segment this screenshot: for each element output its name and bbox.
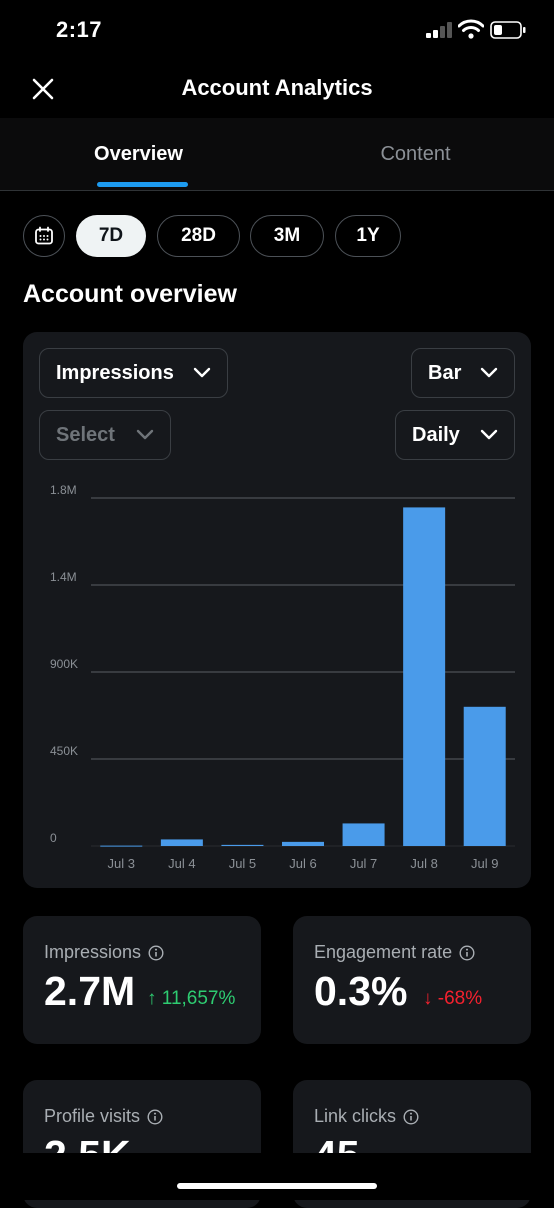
calendar-icon [35,226,53,245]
top-bar: Account Analytics [0,60,554,118]
stat-label: Link clicks [314,1106,397,1126]
x-tick-label: Jul 5 [229,856,256,871]
date-range-selector: 7D 28D 3M 1Y [0,215,554,257]
stat-change: ↑ 11,657% [147,988,236,1009]
home-indicator [177,1183,377,1189]
bar-jul-5[interactable] [221,844,264,846]
bar-jul-8[interactable] [403,507,446,846]
x-tick-label: Jul 9 [471,856,498,871]
wifi-icon [458,19,484,39]
compare-placeholder: Select [56,423,115,446]
info-icon[interactable] [148,944,164,961]
metric-dropdown-label: Impressions [56,361,174,384]
tab-overview[interactable]: Overview [94,143,183,165]
info-icon[interactable] [459,944,475,961]
chevron-down-icon [480,367,498,378]
range-1y-button[interactable]: 1Y [335,215,401,257]
stat-card-impressions[interactable]: Impressions 2.7M ↑ 11,657% [23,916,261,1044]
stat-card-engagement-rate[interactable]: Engagement rate 0.3% ↓ -68% [293,916,531,1044]
tab-bar: Overview Content [0,118,554,191]
tab-content[interactable]: Content [380,143,451,165]
x-tick-label: Jul 6 [289,856,316,871]
info-icon[interactable] [403,1108,419,1125]
range-28d-button[interactable]: 28D [157,215,240,257]
cellular-signal-icon [426,22,452,38]
impressions-bar-chart: 0 450K 900K 1.4M 1.8M Jul 3 Jul 4 Jul 5 Jul 6 Jul… [50,483,515,871]
chart-card: Impressions Bar Select Daily 0 450K 900K 1.… [23,332,531,888]
bar-jul-7[interactable] [342,823,385,846]
active-tab-indicator [97,182,188,187]
bar-jul-4[interactable] [160,839,203,846]
y-tick-label: 0 [50,831,57,845]
stat-value: 0.3% [314,968,408,1014]
stat-label: Profile visits [44,1106,141,1126]
calendar-button[interactable] [23,215,65,257]
bar-jul-6[interactable] [282,841,324,846]
page-title: Account Analytics [181,75,373,100]
metric-dropdown[interactable]: Impressions [39,348,228,398]
chevron-down-icon [193,367,211,378]
granularity-dropdown[interactable]: Daily [395,410,515,460]
x-tick-label: Jul 3 [108,856,135,871]
bottom-safe-area [0,1153,554,1200]
range-3m-button[interactable]: 3M [250,215,324,257]
stat-label: Engagement rate [314,942,453,962]
y-tick-label: 900K [50,657,78,671]
x-tick-label: Jul 4 [168,856,195,871]
y-tick-label: 1.4M [50,570,77,584]
section-title: Account overview [23,280,237,308]
arrow-down-icon: ↓ [423,988,438,1009]
stat-label: Impressions [44,942,142,962]
status-bar: 2:17 [0,0,554,60]
compare-metric-dropdown[interactable]: Select [39,410,171,460]
info-icon[interactable] [147,1108,163,1125]
y-tick-label: 1.8M [50,483,77,497]
bar-jul-9[interactable] [463,706,506,846]
close-icon[interactable] [26,72,60,106]
granularity-label: Daily [412,423,460,446]
stat-change: ↓ -68% [423,988,483,1009]
arrow-up-icon: ↑ [147,988,162,1009]
clock: 2:17 [56,17,103,42]
chevron-down-icon [480,429,498,440]
bar-jul-3[interactable] [100,845,143,847]
x-tick-label: Jul 8 [410,856,437,871]
stat-value: 2.7M [44,968,136,1014]
chart-type-label: Bar [428,361,462,384]
battery-icon [490,21,526,39]
y-tick-label: 450K [50,744,78,758]
x-tick-label: Jul 7 [350,856,377,871]
chevron-down-icon [136,429,154,440]
range-7d-button[interactable]: 7D [76,215,146,257]
chart-type-dropdown[interactable]: Bar [411,348,515,398]
